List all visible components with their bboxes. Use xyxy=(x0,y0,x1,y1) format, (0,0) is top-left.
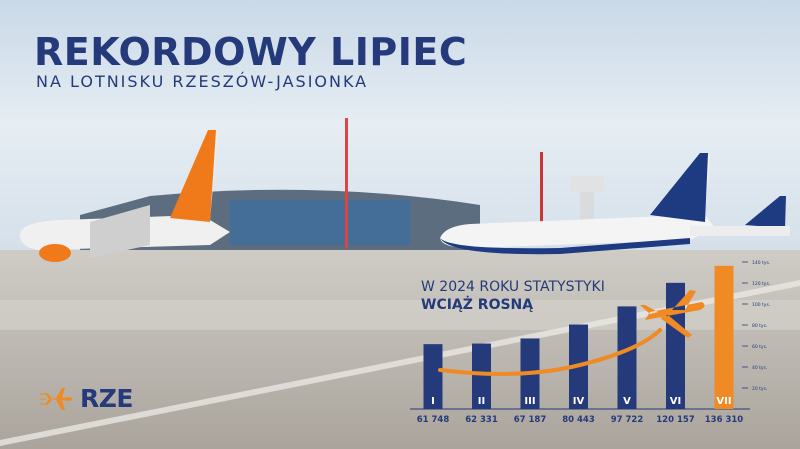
bar-category-label: V xyxy=(623,396,631,407)
y-tick-label: 60 tys. xyxy=(752,344,767,350)
y-tick-label: 120 tys. xyxy=(752,281,770,287)
rze-logo: RZE xyxy=(40,384,133,413)
bar-value-label: 120 157 xyxy=(656,415,695,425)
page-title: REKORDOWY LIPIEC xyxy=(34,30,468,74)
plane-logo-icon xyxy=(40,387,72,410)
bar-category-label: VI xyxy=(670,396,681,407)
bar-II xyxy=(472,343,491,409)
y-tick-label: 140 tys. xyxy=(752,260,770,266)
logo-text: RZE xyxy=(80,384,133,413)
chart-heading-line2: WCIĄŻ ROSNĄ xyxy=(421,297,534,313)
bar-value-label: 136 310 xyxy=(705,415,744,425)
bar-value-label: 61 748 xyxy=(417,415,450,425)
plane-icon xyxy=(640,290,705,338)
bar-value-label: 62 331 xyxy=(465,415,498,425)
bar-I xyxy=(423,344,443,409)
bar-VII xyxy=(714,265,734,409)
bar-category-label: IV xyxy=(573,396,585,407)
y-tick-label: 40 tys. xyxy=(752,365,767,371)
bar-value-label: 80 443 xyxy=(562,415,595,425)
bar-value-label: 97 722 xyxy=(611,415,644,425)
bar-category-label: I xyxy=(431,396,435,407)
bar-category-label: VII xyxy=(716,396,731,407)
y-tick-label: 100 tys. xyxy=(752,302,770,308)
bar-value-label: 67 187 xyxy=(514,415,547,425)
chart-heading-line1: W 2024 ROKU STATYSTYKI xyxy=(421,279,605,295)
y-tick-label: 20 tys. xyxy=(752,386,767,392)
trend-swoosh xyxy=(438,328,662,376)
bar-V xyxy=(617,306,637,409)
bar-category-label: III xyxy=(524,396,535,407)
page-subtitle: NA LOTNISKU RZESZÓW-JASIONKA xyxy=(36,72,369,91)
bar-category-label: II xyxy=(478,396,485,407)
y-tick-label: 80 tys. xyxy=(752,323,767,329)
